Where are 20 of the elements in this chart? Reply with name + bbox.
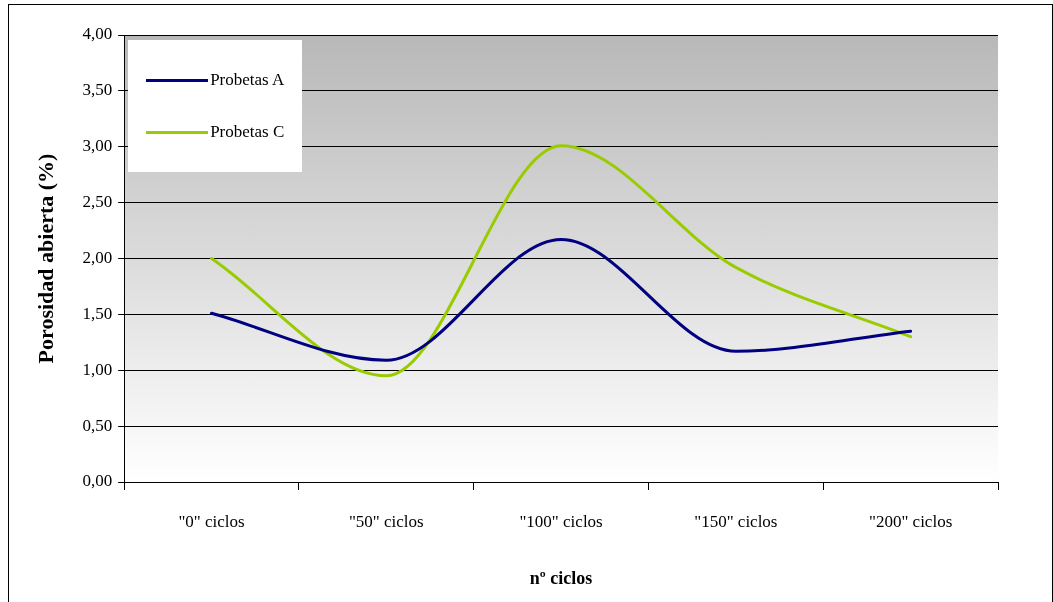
y-tick-label: 4,00: [82, 24, 113, 44]
x-axis-title: nº ciclos: [529, 567, 593, 588]
x-tick-label: "150" ciclos: [694, 511, 778, 531]
line-series: [210, 144, 913, 378]
y-tick-label: 2,00: [82, 247, 113, 267]
line-series: [210, 238, 913, 362]
y-tick-label: 2,50: [82, 192, 113, 212]
y-tick-label: 1,50: [82, 303, 113, 323]
y-axis-title: Porosidad abierta (%): [32, 153, 58, 364]
y-tick-label: 1,00: [82, 359, 113, 379]
y-tick-label: 3,00: [82, 136, 113, 156]
legend-label: Probetas A: [210, 70, 285, 90]
y-tick-label: 3,50: [82, 80, 113, 100]
x-tick-label: "0" ciclos: [178, 511, 245, 531]
legend-label: Probetas C: [210, 122, 285, 142]
x-tick-label: "100" ciclos: [519, 511, 603, 531]
x-tick-label: "50" ciclos: [348, 511, 424, 531]
y-tick-label: 0,50: [82, 415, 113, 435]
y-tick-label: 0,00: [82, 471, 113, 491]
x-tick-label: "200" ciclos: [868, 511, 953, 531]
